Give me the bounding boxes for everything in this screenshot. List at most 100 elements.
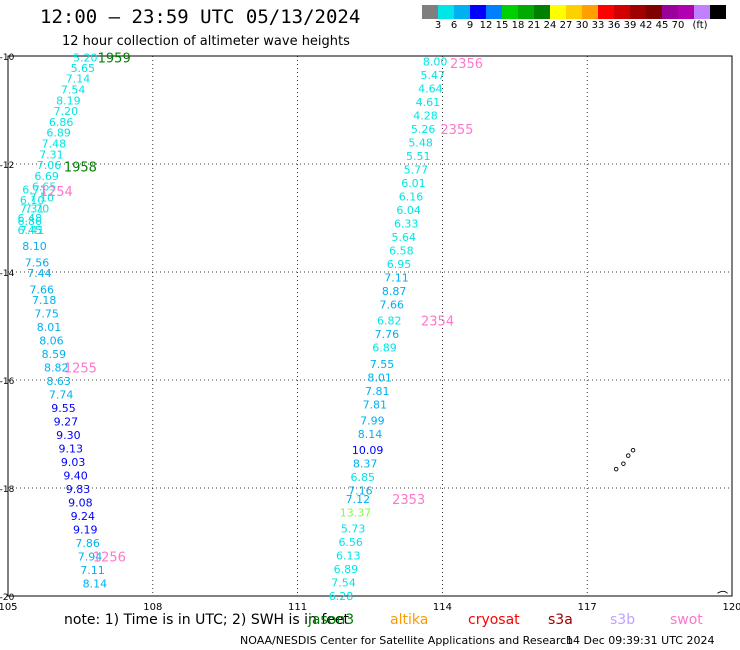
wave-height-point: 6.71 xyxy=(22,183,47,196)
time-label: 1255 xyxy=(64,362,97,377)
wave-height-point: 4.64 xyxy=(418,82,443,95)
colorbar-swatch xyxy=(454,5,470,19)
wave-height-point: 9.30 xyxy=(56,429,81,442)
time-label: 1254 xyxy=(40,185,73,200)
wave-height-point: 7.66 xyxy=(379,298,404,311)
colorbar-swatch xyxy=(422,5,438,19)
wave-height-point: 6.33 xyxy=(394,217,419,230)
wave-height-point: 7.31 xyxy=(20,202,45,215)
wave-height-point: 6.86 xyxy=(49,116,74,129)
colorbar-swatch xyxy=(566,5,582,19)
wave-height-point: 5.26 xyxy=(411,123,436,136)
colorbar-label: 21 xyxy=(527,20,541,31)
colorbar-label: 6 xyxy=(450,20,458,31)
colorbar-label: 12 xyxy=(479,20,493,31)
chart-title: 12:00 – 23:59 UTC 05/13/2024 xyxy=(40,6,361,28)
wave-height-point: 6.56 xyxy=(338,536,363,549)
plot-frame xyxy=(7,55,733,597)
wave-height-point: 7.66 xyxy=(30,283,55,296)
colorbar-swatch xyxy=(694,5,710,19)
colorbar-label: 70 xyxy=(671,20,685,31)
y-tick-label: -10 xyxy=(0,53,15,63)
wave-height-point: 7.55 xyxy=(370,358,395,371)
y-tick-label: -18 xyxy=(0,485,15,495)
wave-height-point: 8.87 xyxy=(382,285,407,298)
colorbar-swatch xyxy=(534,5,550,19)
wave-height-point: 7.75 xyxy=(34,308,59,321)
wave-height-point: 9.27 xyxy=(54,416,79,429)
colorbar-swatch xyxy=(502,5,518,19)
y-tick-label: -20 xyxy=(0,593,15,603)
x-tick-label: 114 xyxy=(433,602,452,613)
wave-height-point: 6.82 xyxy=(377,315,402,328)
colorbar-label: 39 xyxy=(623,20,637,31)
colorbar-swatch xyxy=(598,5,614,19)
wave-height-point: 8.01 xyxy=(367,371,392,384)
time-label: 2353 xyxy=(392,493,425,508)
wave-height-point: 7.74 xyxy=(49,389,74,402)
island-outline xyxy=(625,453,631,458)
wave-height-point: 10.09 xyxy=(352,444,384,457)
footer-credit: NOAA/NESDIS Center for Satellite Applica… xyxy=(240,634,574,647)
wave-height-point: 9.24 xyxy=(71,510,96,523)
wave-height-point: 4.28 xyxy=(413,109,438,122)
wave-height-point: 7.11 xyxy=(384,271,409,284)
wave-height-point: 8.14 xyxy=(83,578,108,591)
footer-timestamp: 14 Dec 09:39:31 UTC 2024 xyxy=(566,634,715,647)
colorbar-legend: 3 6 9 12 15 18 21 24 27 30 33 36 39 42 45 70 (ft) xyxy=(422,5,728,35)
wave-height-point: 7.76 xyxy=(375,328,400,341)
colorbar-label: 27 xyxy=(559,20,573,31)
wave-height-point: 6.89 xyxy=(334,563,359,576)
wave-height-point: 7.86 xyxy=(75,537,100,550)
y-tick-label: -14 xyxy=(0,269,15,279)
wave-height-point: 8.01 xyxy=(37,321,62,334)
wave-height-point: 6.28 xyxy=(329,590,354,603)
wave-height-point: 7.70 xyxy=(25,202,50,215)
wave-height-point: 5.20 xyxy=(73,52,98,65)
satellite-legend-swot: swot xyxy=(670,612,703,628)
y-tick-label: -12 xyxy=(0,161,14,171)
colorbar-label: 9 xyxy=(466,20,474,31)
wave-height-point: 6.65 xyxy=(32,181,57,194)
island-outline xyxy=(621,461,626,466)
colorbar-label: 42 xyxy=(639,20,653,31)
satellite-legend-s3b: s3b xyxy=(610,612,636,628)
time-label: 2355 xyxy=(440,123,473,138)
wave-height-point: 7.11 xyxy=(80,564,105,577)
colorbar-swatch xyxy=(518,5,534,19)
wave-height-point: 7.20 xyxy=(54,105,79,118)
wave-height-point: 6.16 xyxy=(399,190,424,203)
wave-height-point: 7.31 xyxy=(39,148,64,161)
x-tick-label: 105 xyxy=(0,602,18,613)
colorbar-label: 24 xyxy=(543,20,557,31)
wave-height-point: 6.13 xyxy=(336,550,361,563)
wave-height-point: 7.94 xyxy=(78,551,103,564)
wave-height-point: 9.55 xyxy=(51,402,76,415)
x-tick-label: 108 xyxy=(143,602,162,613)
chart-subtitle: 12 hour collection of altimeter wave hei… xyxy=(62,34,350,49)
wave-height-point: 6.85 xyxy=(351,471,376,484)
wave-height-point: 8.10 xyxy=(22,240,47,253)
wave-height-point: 7.18 xyxy=(32,294,57,307)
wave-height-point: 7.54 xyxy=(331,577,356,590)
colorbar-swatch xyxy=(582,5,598,19)
colorbar-swatch xyxy=(486,5,502,19)
wave-height-point: 7.81 xyxy=(363,398,388,411)
wave-height-point: 8.82 xyxy=(44,362,69,375)
satellite-legend-altika: altika xyxy=(390,612,429,628)
wave-height-point: 7.56 xyxy=(25,256,50,269)
colorbar-label: 33 xyxy=(591,20,605,31)
wave-height-point: 6.95 xyxy=(387,258,412,271)
wave-height-point: 6.89 xyxy=(372,342,397,355)
colorbar-swatch xyxy=(630,5,646,19)
time-label: 2354 xyxy=(421,315,454,330)
colorbar-swatch xyxy=(470,5,486,19)
island-outline xyxy=(613,466,619,472)
x-tick-label: 120 xyxy=(722,602,740,613)
wave-height-point: 6.10 xyxy=(20,194,45,207)
wave-height-point: 6.01 xyxy=(401,177,426,190)
wave-height-point: 9.83 xyxy=(66,483,91,496)
wave-height-point: 5.48 xyxy=(408,136,433,149)
